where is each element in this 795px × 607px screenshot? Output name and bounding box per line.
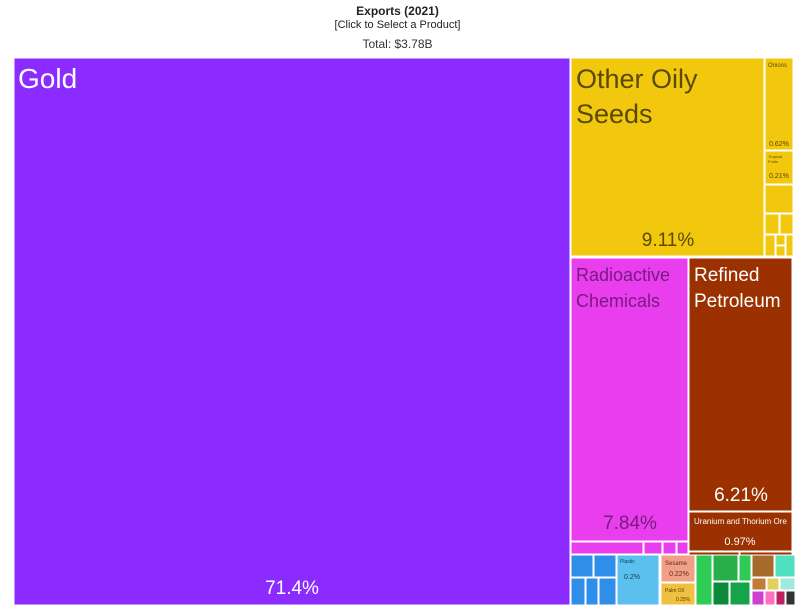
label-palm-oil: Palm Oil [665, 588, 684, 594]
tile-tropical-fruits[interactable] [764, 150, 794, 185]
label-radioactive-chemicals: Radioactive [576, 265, 670, 285]
tile-uranium-and-thorium-ore[interactable] [688, 511, 793, 552]
chart-title: Exports (2021) [356, 4, 439, 18]
tile-minor-product-30[interactable] [764, 590, 776, 606]
tile-onions[interactable] [764, 57, 794, 151]
label-onions: Onions [768, 63, 787, 69]
tile-minor-product-4[interactable] [764, 234, 776, 257]
label-other-oily-seeds-1: Seeds [576, 99, 653, 129]
tile-minor-product-27[interactable] [766, 577, 780, 591]
tile-minor-product-9[interactable] [643, 541, 663, 555]
tile-minor-product-26[interactable] [751, 577, 767, 591]
label-plastic: Plastic [620, 559, 635, 565]
share-tropical-fruits: 0.21% [769, 173, 789, 180]
tile-plastic[interactable] [616, 554, 660, 606]
share-uranium-and-thorium-ore: 0.97% [724, 536, 755, 548]
tile-minor-product-7[interactable] [785, 234, 794, 257]
tile-minor-product-11[interactable] [676, 541, 689, 555]
tile-refined-petroleum[interactable] [688, 257, 793, 512]
total-value: Total: $3.78B [362, 37, 433, 51]
label-tropical-fruits: Tropical [768, 154, 782, 159]
tile-sesame[interactable] [660, 554, 696, 583]
tile-minor-product-15[interactable] [593, 554, 617, 578]
tile-minor-product-16[interactable] [570, 577, 586, 606]
tile-minor-product-23[interactable] [729, 581, 751, 606]
tile-radioactive-chemicals[interactable] [570, 257, 689, 542]
label-radioactive-chemicals-1: Chemicals [576, 291, 660, 311]
tile-minor-product-1[interactable] [764, 184, 794, 214]
tile-minor-product-18[interactable] [598, 577, 617, 606]
tile-minor-product-20[interactable] [712, 554, 739, 582]
tile-minor-product-5[interactable] [775, 234, 786, 246]
tile-gold[interactable] [13, 57, 571, 606]
share-other-oily-seeds: 9.11% [642, 230, 695, 251]
tile-minor-product-2[interactable] [764, 213, 780, 235]
tile-minor-product-10[interactable] [662, 541, 677, 555]
tile-minor-product-24[interactable] [751, 554, 775, 578]
label-tropical-fruits-1: Fruits [768, 159, 778, 164]
tile-minor-product-32[interactable] [785, 590, 795, 606]
share-refined-petroleum: 6.21% [714, 485, 768, 506]
tile-minor-product-14[interactable] [570, 554, 594, 578]
share-plastic: 0.2% [624, 574, 640, 581]
label-refined-petroleum: Refined [694, 265, 760, 286]
select-product-link[interactable]: [Click to Select a Product] [334, 19, 461, 31]
label-other-oily-seeds: Other Oily [576, 64, 698, 94]
tile-minor-product-19[interactable] [695, 554, 713, 606]
tile-minor-product-21[interactable] [738, 554, 752, 582]
tile-minor-product-17[interactable] [585, 577, 599, 606]
label-gold: Gold [18, 63, 77, 94]
label-uranium-and-thorium-ore: Uranium and Thorium Ore [694, 517, 787, 526]
tile-minor-product-6[interactable] [775, 245, 786, 257]
tile-minor-product-22[interactable] [712, 581, 730, 606]
label-sesame: Sesame [665, 561, 688, 567]
tile-minor-product-25[interactable] [774, 554, 795, 578]
share-gold: 71.4% [265, 578, 319, 599]
share-onions: 0.62% [769, 141, 789, 148]
tile-minor-product-8[interactable] [570, 541, 644, 555]
tile-palm-oil[interactable] [660, 582, 696, 606]
label-refined-petroleum-1: Petroleum [694, 291, 781, 312]
share-palm-oil: 0.25% [676, 597, 691, 603]
share-radioactive-chemicals: 7.84% [603, 513, 657, 534]
tile-minor-product-29[interactable] [751, 590, 765, 606]
share-sesame: 0.22% [669, 571, 689, 578]
tile-minor-product-28[interactable] [779, 577, 795, 591]
tile-minor-product-31[interactable] [775, 590, 786, 606]
tile-minor-product-3[interactable] [779, 213, 794, 235]
tile-other-oily-seeds[interactable] [570, 57, 765, 257]
